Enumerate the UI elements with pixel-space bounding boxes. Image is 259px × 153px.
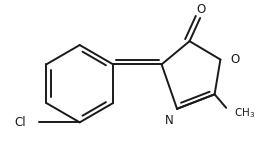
Text: CH$_3$: CH$_3$ (234, 106, 255, 120)
Text: O: O (197, 3, 206, 16)
Text: Cl: Cl (14, 116, 26, 129)
Text: N: N (164, 114, 173, 127)
Text: O: O (230, 53, 239, 66)
